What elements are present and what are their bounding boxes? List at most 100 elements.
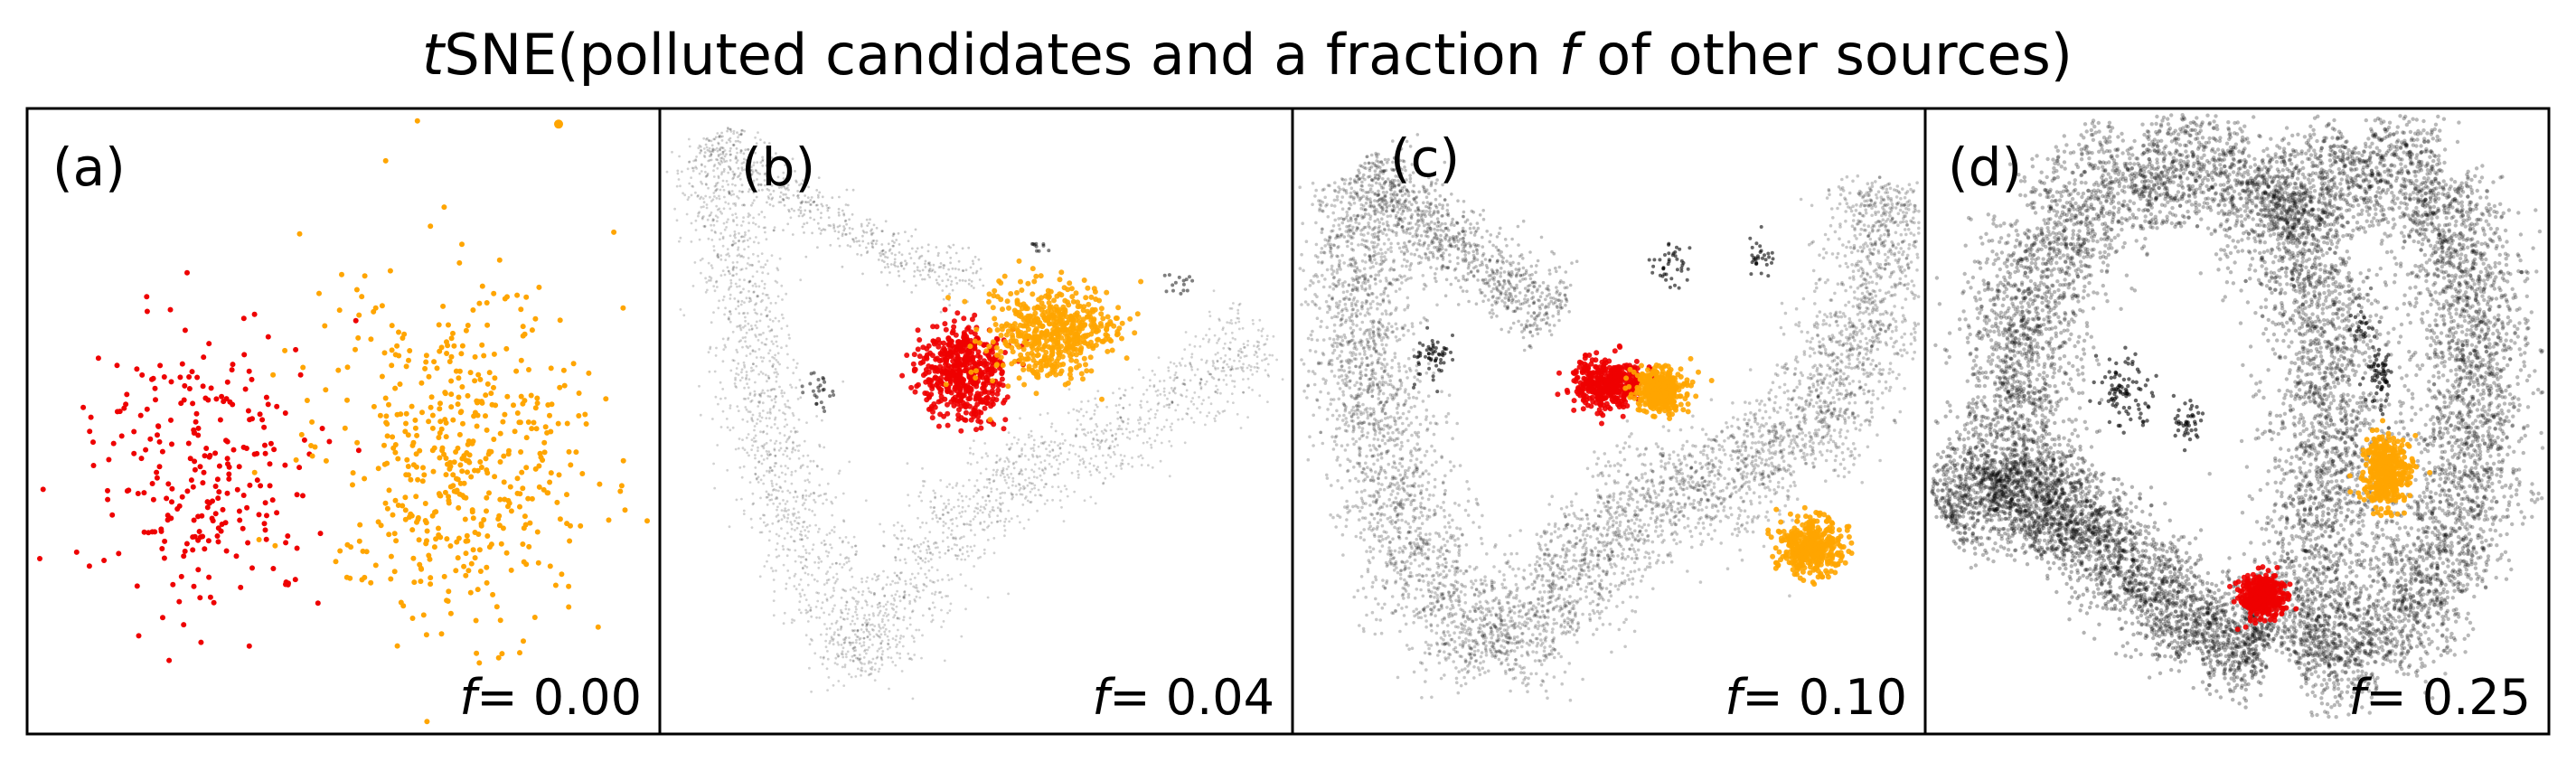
other-source-point [888,646,891,649]
candidate-point [213,484,219,489]
candidate-point [504,394,510,400]
other-source-point [709,196,711,199]
candidate-point [548,563,553,569]
candidate-point [459,241,465,247]
other-source-point [960,559,963,561]
candidate-point [536,285,541,290]
other-source-point [769,408,772,410]
candidate-point [423,541,428,546]
other-source-point [700,414,702,417]
candidate-point [270,566,276,571]
candidate-point [234,553,240,559]
other-source-point [872,629,875,632]
candidate-point [502,497,507,503]
other-source-point [735,448,738,451]
candidate-point [162,374,167,380]
other-source-point [805,421,808,424]
other-source-point [753,240,756,243]
other-source-point [984,500,987,503]
candidate-point [464,539,469,544]
other-source-point [845,536,848,539]
other-source-point [1214,419,1217,422]
candidate-point [406,464,411,469]
candidate-point [255,477,260,483]
candidate-point [41,486,46,492]
other-source-point [836,578,839,580]
other-source-point [1072,445,1075,447]
other-source-point [782,545,785,548]
other-source-point [732,171,735,174]
candidate-point [513,369,519,374]
other-source-point [748,329,751,332]
candidate-point [536,464,541,469]
other-source-point [832,610,834,613]
other-source-point [1011,477,1014,480]
other-source-point [1103,432,1105,435]
candidate-point [231,447,237,453]
candidate-point [388,268,393,274]
other-source-point [894,572,897,575]
other-source-point [1039,461,1042,464]
candidate-point [145,309,150,315]
candidate-point [456,260,462,266]
candidate-point [227,465,232,470]
other-source-point [722,360,725,362]
other-source-point [1088,462,1091,465]
other-source-point [823,447,825,449]
candidate-point [151,497,156,503]
candidate-point [404,457,409,463]
candidate-point [529,393,534,399]
other-source-point [1226,383,1228,386]
other-source-point [909,624,912,626]
other-source-point [749,345,752,348]
candidate-point [315,600,321,606]
candidate-point [464,450,469,456]
candidate-point [96,355,101,361]
other-source-point [1168,406,1170,409]
other-source-point [857,629,860,632]
other-source-point [1142,393,1145,396]
other-source-point [1033,471,1036,474]
other-source-point [752,369,755,372]
candidate-point [518,306,523,312]
candidate-point [448,404,454,409]
candidate-point [406,472,411,477]
candidate-point [87,428,92,434]
other-source-point [1156,394,1159,397]
candidate-point [193,467,198,473]
other-source-point [735,307,738,310]
candidate-point [258,483,263,488]
candidate-point [299,432,305,437]
other-source-point [730,282,733,285]
other-source-point [1094,409,1096,412]
candidate-point [247,417,252,422]
candidate-point [531,420,537,426]
candidate-point [424,353,429,358]
candidate-point [380,303,385,308]
other-source-point [1282,378,1284,381]
candidate-point [383,158,389,164]
candidate-point [395,456,400,462]
other-source-point [722,348,725,351]
other-source-point [1170,422,1173,425]
other-source-point [947,546,950,549]
candidate-point [568,462,573,467]
candidate-point [337,549,343,554]
candidate-point [526,419,531,425]
other-source-point [1163,405,1166,408]
candidate-point [444,434,449,439]
candidate-point [444,472,449,477]
candidate-point [549,365,554,371]
candidate-point [476,301,482,306]
candidate-point [187,386,193,391]
candidate-point [382,350,388,355]
candidate-point [490,402,495,408]
candidate-point [440,304,446,309]
candidate-point [209,385,214,390]
candidate-point [386,402,391,408]
other-source-point [705,183,708,185]
other-source-point [736,273,738,276]
candidate-point [354,287,360,293]
other-source-point [1053,474,1056,476]
candidate-point [447,460,453,466]
